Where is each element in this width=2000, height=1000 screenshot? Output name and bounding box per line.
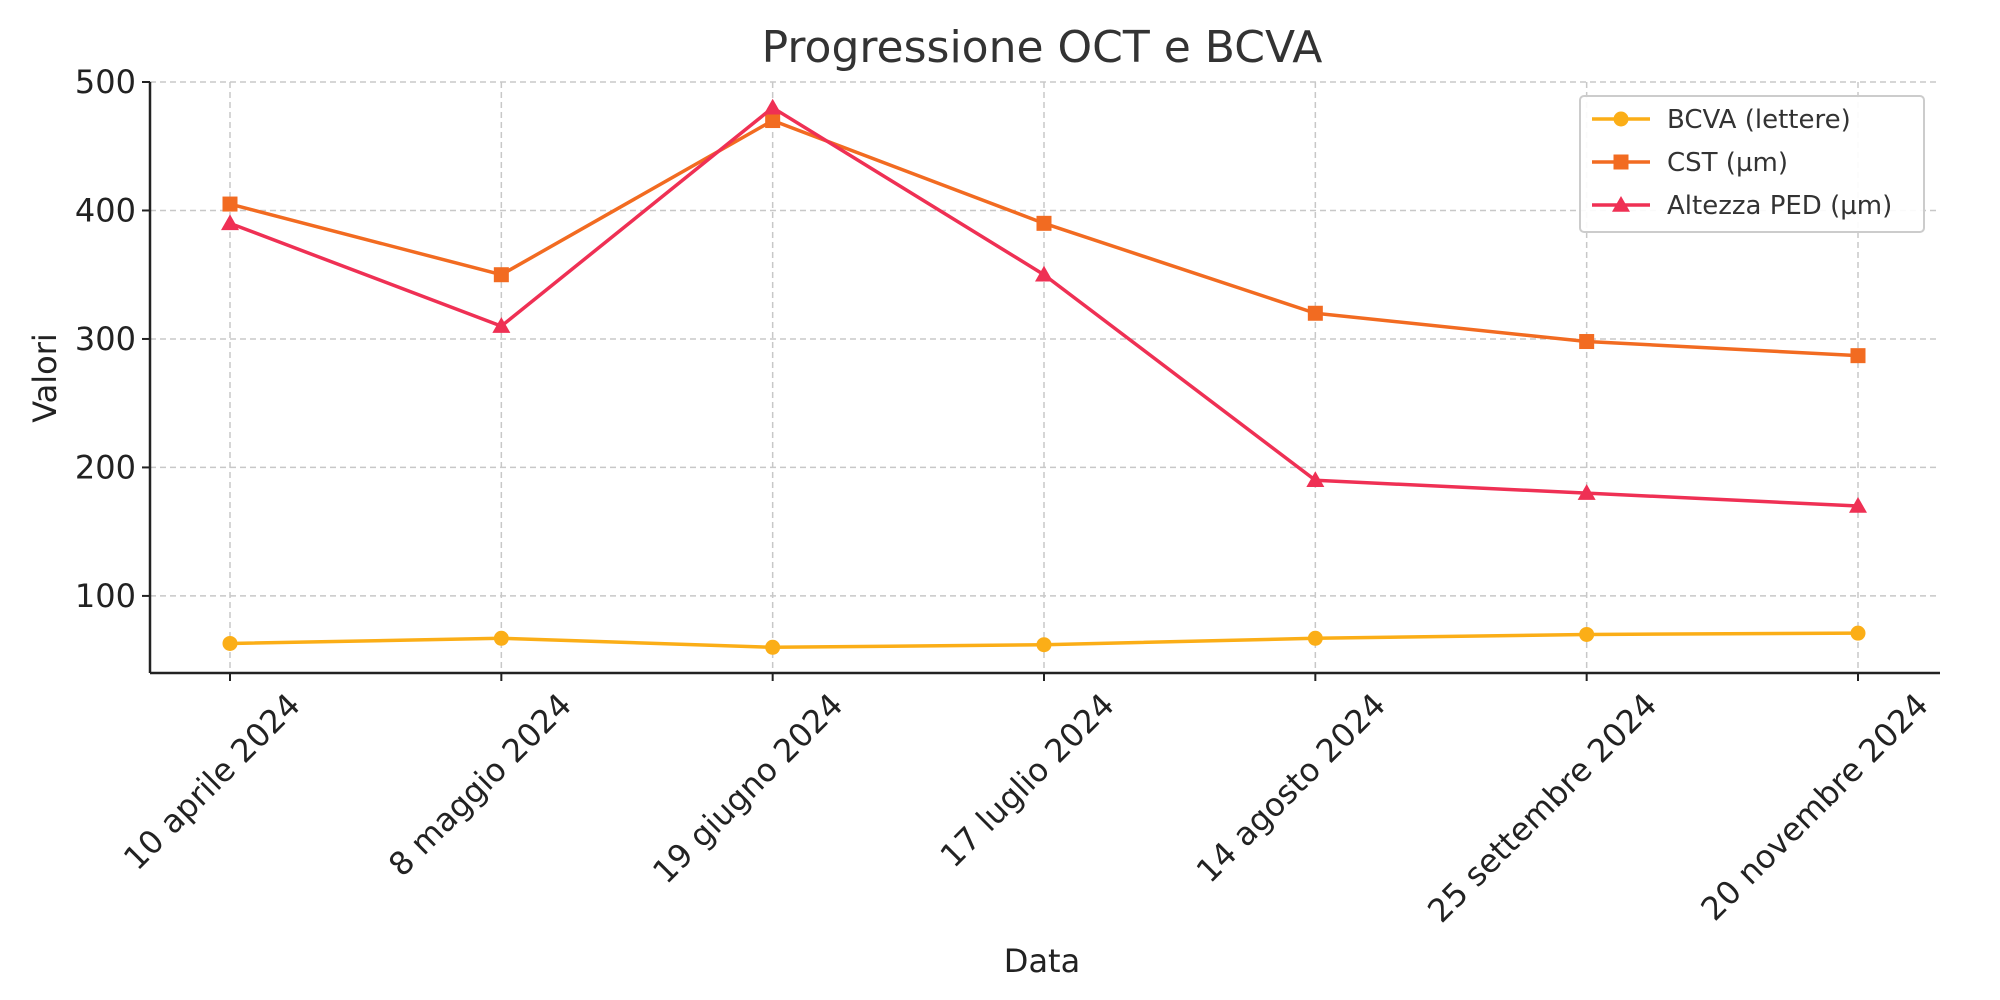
data-point xyxy=(1306,471,1325,488)
legend-box xyxy=(1579,95,1925,233)
y-tick-label: 400 xyxy=(75,191,136,229)
x-axis-label: Data xyxy=(1004,942,1080,980)
data-point xyxy=(1579,626,1595,642)
data-point xyxy=(763,98,782,115)
y-axis-label: Valori xyxy=(26,333,64,423)
x-tick-label: 25 settembre 2024 xyxy=(1420,686,1664,930)
data-point xyxy=(1579,334,1595,350)
data-point xyxy=(222,635,238,651)
data-point xyxy=(1849,496,1867,513)
data-point xyxy=(493,630,509,646)
x-tick-label: 20 novembre 2024 xyxy=(1693,686,1935,928)
data-point xyxy=(765,639,781,655)
x-tick-label: 19 giugno 2024 xyxy=(645,686,850,891)
data-point xyxy=(765,113,781,129)
data-point xyxy=(492,317,511,333)
legend: BCVA (lettere) CST (µm) Altezza PED (µm) xyxy=(1579,95,1925,233)
series-0 xyxy=(222,625,1866,655)
series-1 xyxy=(222,113,1866,364)
legend-marker xyxy=(1613,154,1629,170)
data-point xyxy=(1035,265,1053,282)
data-point xyxy=(1307,305,1323,321)
data-point xyxy=(1307,630,1323,646)
legend-label: CST (µm) xyxy=(1667,148,1788,178)
legend-label: BCVA (lettere) xyxy=(1667,105,1851,135)
data-point xyxy=(1850,348,1866,364)
y-tick-label: 100 xyxy=(75,577,136,615)
x-tick-label: 8 maggio 2024 xyxy=(381,686,579,884)
data-point xyxy=(1850,625,1866,641)
x-tick-label: 10 aprile 2024 xyxy=(116,686,308,878)
chart-title: Progressione OCT e BCVA xyxy=(762,22,1323,73)
data-point xyxy=(1036,637,1052,653)
x-tick-label: 14 agosto 2024 xyxy=(1189,686,1393,890)
y-tick-label: 500 xyxy=(75,63,136,101)
series-group xyxy=(221,98,1867,655)
data-point xyxy=(221,214,239,231)
legend-label: Altezza PED (µm) xyxy=(1667,191,1892,221)
data-point xyxy=(493,267,509,283)
legend-marker xyxy=(1612,196,1630,212)
y-tick-label: 200 xyxy=(75,448,136,486)
x-tick-label: 17 luglio 2024 xyxy=(933,686,1122,875)
series-2 xyxy=(221,98,1867,513)
data-point xyxy=(1036,215,1052,231)
y-tick-label: 300 xyxy=(75,320,136,358)
data-point xyxy=(1577,484,1596,500)
legend-marker xyxy=(1613,111,1629,127)
data-point xyxy=(222,196,238,212)
